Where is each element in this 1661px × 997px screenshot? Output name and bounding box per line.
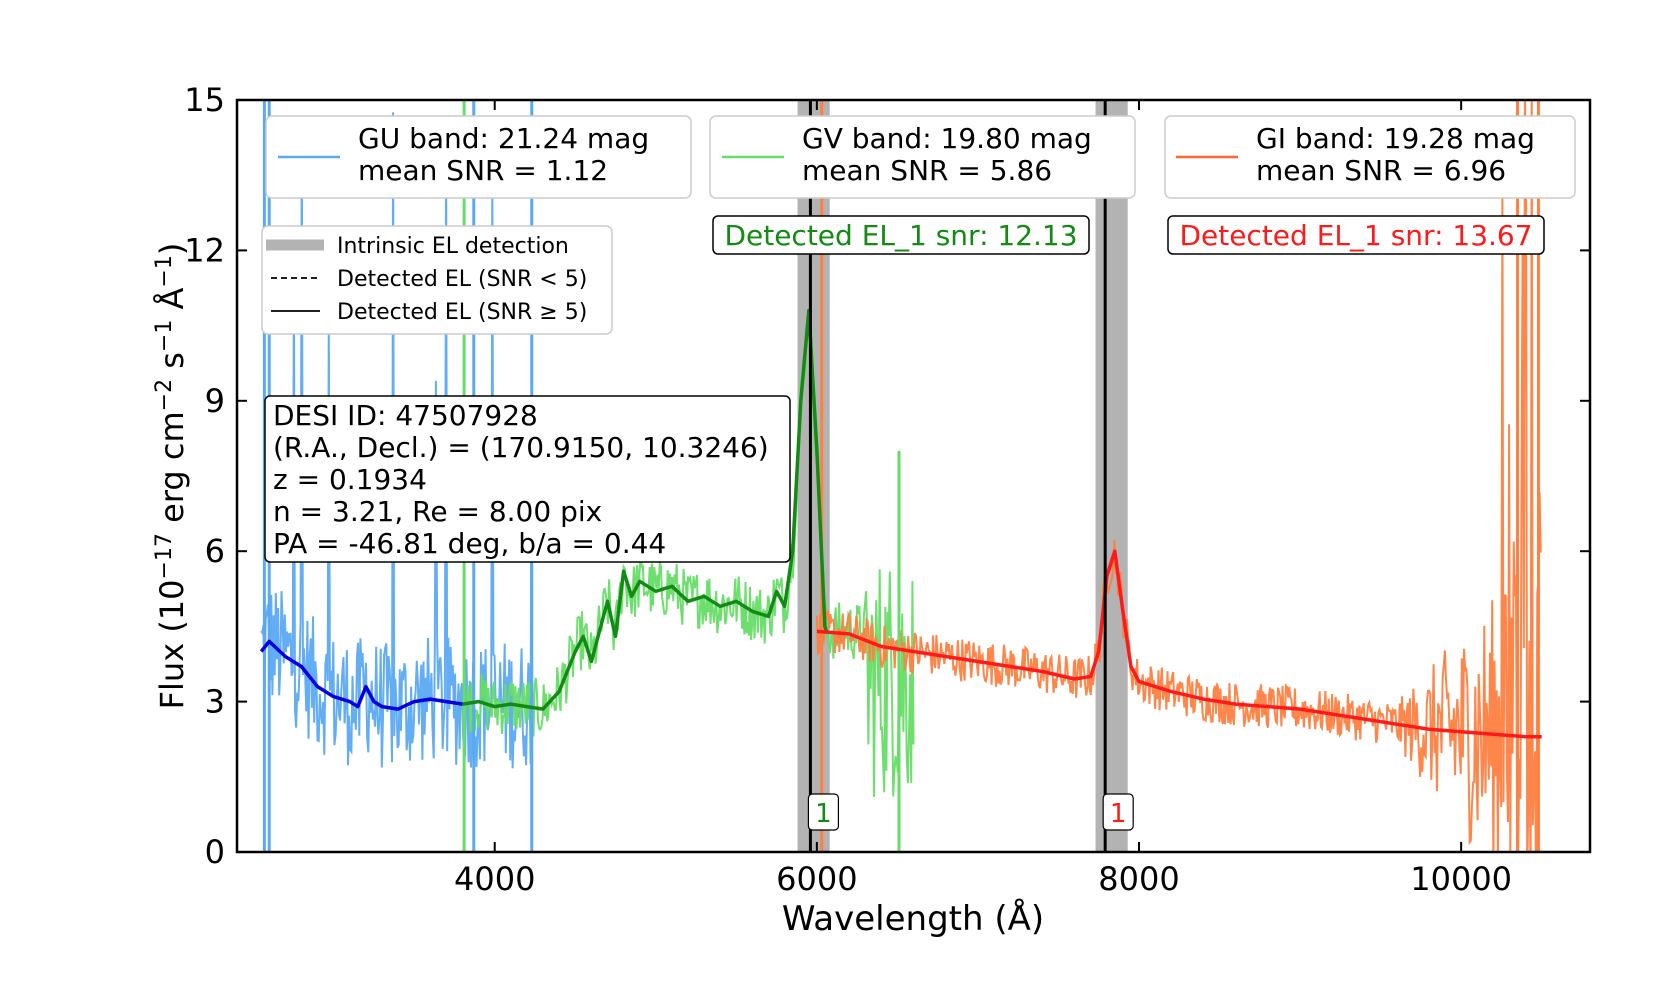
legend-gi-snr: mean SNR = 6.96: [1256, 154, 1506, 187]
legend-gu-label: GU band: 21.24 mag: [358, 122, 649, 155]
y-tick-label-0: 0: [205, 833, 225, 871]
y-tick-label-5: 15: [184, 81, 225, 119]
axis-ticks: 4000 6000 8000 10000 0 3 6 9 12 15: [184, 81, 1590, 898]
x-tick-label-0: 4000: [454, 860, 535, 898]
y-tick-label-1: 3: [205, 683, 225, 721]
legend-gv: GV band: 19.80 mag mean SNR = 5.86: [709, 115, 1136, 199]
line-marker-box-1: [1102, 793, 1134, 831]
line-marker-label-1: 1: [1110, 799, 1127, 829]
smoothed-spectra: [259, 308, 1542, 739]
x-tick-label-1: 6000: [776, 860, 857, 898]
legend-gu: GU band: 21.24 mag mean SNR = 1.12: [265, 115, 692, 199]
line-marker-box-0: [807, 793, 840, 831]
y-tick-label-4: 12: [184, 231, 225, 269]
smooth-spectrum-1: [462, 308, 829, 711]
y-tick-label-2: 6: [205, 532, 225, 570]
info-line-coords: (R.A., Decl.) = (170.9150, 10.3246): [273, 431, 769, 464]
legend-intrinsic-label: Intrinsic EL detection: [337, 234, 569, 259]
info-box: DESI ID: 47507928 (R.A., Decl.) = (170.9…: [264, 395, 791, 563]
raw-spectrum-2: [815, 100, 1542, 852]
detected-label-gi-text: Detected EL_1 snr: 13.67: [1179, 219, 1532, 252]
legend-gi: GI band: 19.28 mag mean SNR = 6.96: [1164, 115, 1576, 199]
intrinsic-band-0: [797, 100, 830, 852]
legend-detection: Intrinsic EL detection Detected EL (SNR …: [261, 225, 613, 335]
legend-solid-label: Detected EL (SNR ≥ 5): [337, 300, 587, 325]
detected-label-gv-text: Detected EL_1 snr: 12.13: [724, 219, 1077, 252]
detected-label-gv: Detected EL_1 snr: 12.13: [712, 215, 1090, 255]
legend-gv-snr: mean SNR = 5.86: [802, 154, 1052, 187]
detected-label-gi: Detected EL_1 snr: 13.67: [1167, 215, 1545, 255]
smooth-spectrum-0: [259, 639, 463, 711]
line-marker-label-0: 1: [815, 799, 832, 829]
x-tick-label-2: 8000: [1098, 860, 1179, 898]
y-tick-label-3: 9: [205, 382, 225, 420]
info-line-sersic: n = 3.21, Re = 8.00 pix: [273, 495, 602, 528]
legend-gv-label: GV band: 19.80 mag: [802, 122, 1092, 155]
smooth-spectrum-2: [816, 549, 1542, 739]
y-axis-label: Flux (10−17 erg cm−2 s−1 Å−1): [152, 243, 192, 710]
legend-gi-label: GI band: 19.28 mag: [1256, 122, 1535, 155]
intrinsic-el-bands: [797, 100, 1128, 852]
plot-frame: [235, 98, 1592, 854]
info-line-pa: PA = -46.81 deg, b/a = 0.44: [273, 527, 666, 560]
legend-dashed-label: Detected EL (SNR < 5): [337, 267, 587, 292]
x-tick-label-3: 10000: [1410, 860, 1512, 898]
x-axis-label: Wavelength (Å): [782, 898, 1044, 939]
intrinsic-band-1: [1095, 100, 1128, 852]
raw-spectrum-1: [461, 323, 915, 797]
info-line-id: DESI ID: 47507928: [273, 399, 538, 432]
info-line-z: z = 0.1934: [273, 463, 427, 496]
legend-gu-snr: mean SNR = 1.12: [358, 154, 608, 187]
y-axis-label-group: Flux (10−17 erg cm−2 s−1 Å−1): [152, 243, 192, 710]
detected-lines: [808, 100, 1107, 852]
